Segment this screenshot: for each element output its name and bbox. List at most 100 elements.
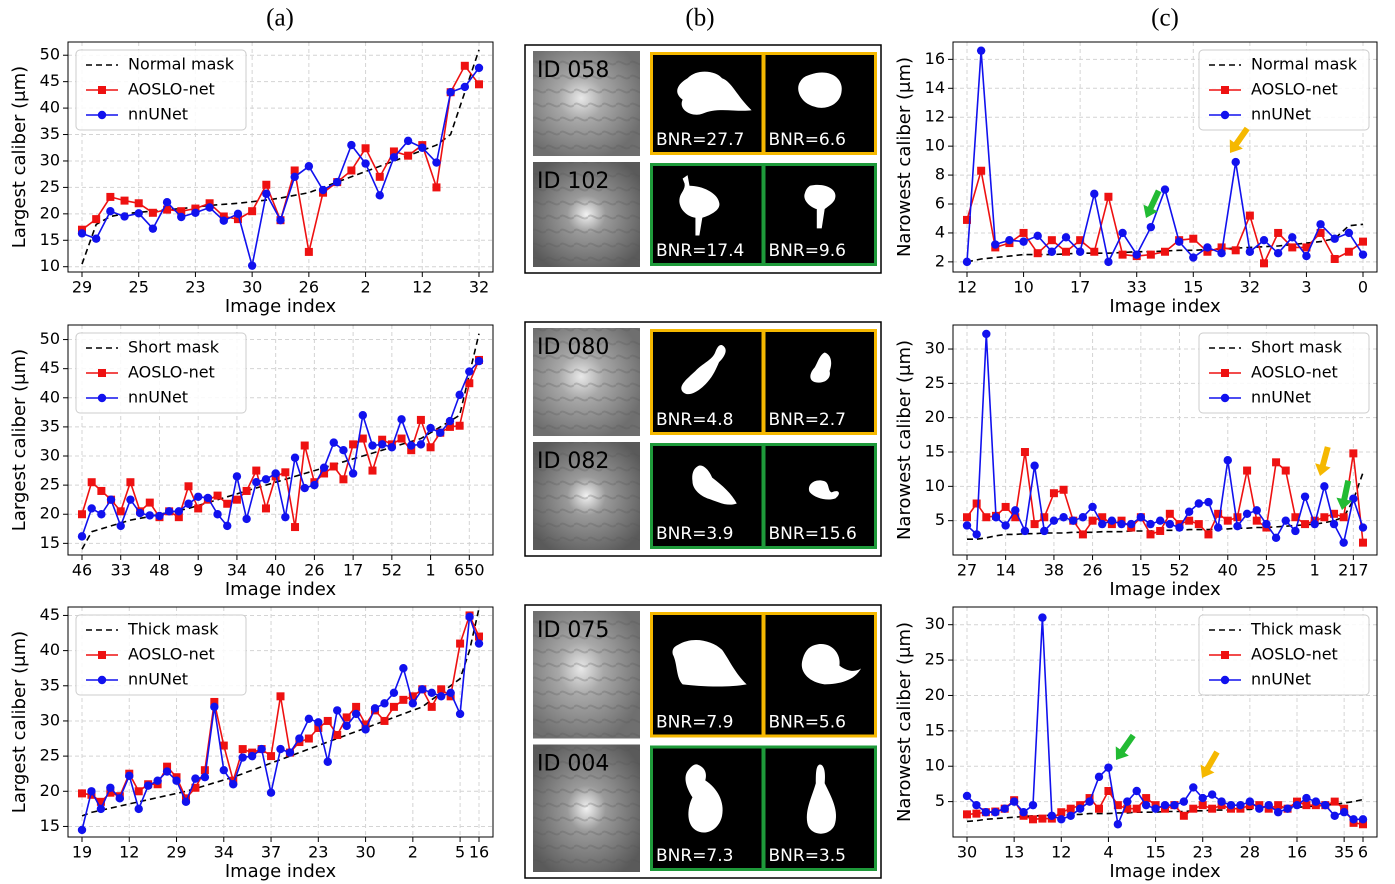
- point: [213, 510, 222, 519]
- point: [106, 495, 116, 504]
- point: [1118, 228, 1127, 238]
- point: [1208, 804, 1217, 813]
- point: [342, 721, 351, 731]
- point: [347, 140, 356, 150]
- point: [1113, 801, 1122, 810]
- point: [1214, 509, 1223, 518]
- point: [436, 428, 445, 437]
- point: [1059, 513, 1068, 522]
- point: [1113, 820, 1123, 829]
- point: [370, 704, 380, 713]
- point: [1028, 800, 1038, 810]
- point: [1194, 520, 1203, 529]
- point: [432, 158, 441, 167]
- arrow: [1229, 126, 1250, 153]
- point: [1165, 519, 1175, 529]
- y-tick-label: 30: [40, 446, 60, 465]
- point: [1203, 247, 1212, 256]
- point: [1359, 237, 1367, 246]
- y-tick-label: 30: [925, 339, 945, 358]
- legend-label: AOSLO-net: [128, 363, 215, 382]
- bnr-label: BNR=4.8: [656, 410, 733, 430]
- point: [77, 229, 87, 238]
- y-tick-label: 25: [40, 475, 60, 494]
- point: [389, 688, 399, 698]
- x-tick-label: 26: [1082, 561, 1102, 580]
- y-tick-label: 45: [40, 71, 60, 90]
- y-tick-label: 25: [925, 650, 945, 669]
- point: [1358, 250, 1368, 259]
- point: [418, 143, 427, 152]
- point: [446, 88, 455, 97]
- point: [991, 808, 1000, 817]
- point: [1001, 502, 1010, 511]
- point: [1330, 811, 1339, 820]
- point: [380, 699, 389, 708]
- point: [174, 513, 183, 522]
- point: [1339, 538, 1348, 547]
- x-tick-label: 1: [1310, 561, 1320, 580]
- y-tick-label: 35: [40, 124, 60, 143]
- point: [403, 136, 413, 146]
- point: [368, 466, 377, 475]
- plot-frame: [952, 41, 1378, 273]
- point: [348, 469, 358, 478]
- point: [1019, 237, 1028, 246]
- point: [1339, 513, 1348, 522]
- point: [1033, 249, 1042, 258]
- point: [387, 443, 397, 452]
- bnr-label: BNR=7.3: [656, 846, 733, 866]
- point: [1011, 513, 1020, 522]
- y-tick-label: 30: [925, 614, 945, 633]
- cell-texture: [533, 744, 640, 872]
- arrow: [1115, 733, 1136, 760]
- x-tick-label: 23: [308, 843, 328, 862]
- point: [408, 699, 418, 708]
- cell-texture: [533, 51, 640, 156]
- point: [184, 482, 193, 491]
- point: [1204, 530, 1213, 539]
- point: [1291, 526, 1300, 536]
- x-tick-label: 15: [1131, 561, 1151, 580]
- point: [213, 491, 222, 500]
- point: [416, 440, 426, 449]
- point: [96, 804, 106, 814]
- point: [1349, 449, 1358, 458]
- point: [116, 521, 125, 531]
- point: [1358, 523, 1368, 532]
- cell-texture: [533, 162, 640, 267]
- point: [1078, 513, 1088, 522]
- y-tick-label: 5: [935, 510, 945, 529]
- panel-label: (a): [266, 5, 294, 32]
- y-tick-label: 50: [40, 329, 60, 348]
- point: [1030, 520, 1039, 529]
- y-tick-label: 5: [935, 791, 945, 810]
- y-tick-label: 45: [40, 358, 60, 377]
- point: [1146, 222, 1156, 232]
- line-chart: 5 10 15 20 25 30 27 14 38 26 15 52 40 25 1 217 Image ind…: [894, 324, 1378, 600]
- y-tick-label: 20: [40, 203, 60, 222]
- point: [389, 702, 398, 711]
- point: [1160, 185, 1170, 194]
- point: [219, 765, 228, 775]
- annotation-arrows: [1115, 126, 1353, 778]
- point: [1038, 814, 1047, 823]
- legend-marker: [1221, 86, 1229, 94]
- point: [200, 766, 209, 775]
- y-axis-label: Largest caliber (μm): [9, 631, 30, 813]
- point: [1132, 804, 1141, 813]
- y-tick-label: 30: [40, 710, 60, 729]
- y-tick-label: 16: [925, 49, 945, 68]
- point: [1090, 247, 1099, 256]
- legend-marker: [97, 675, 107, 685]
- x-tick-label: 25: [129, 278, 149, 297]
- point: [191, 783, 200, 792]
- point: [205, 199, 214, 208]
- y-tick-label: 20: [925, 407, 945, 426]
- point: [219, 216, 228, 225]
- legend-label: Thick mask: [127, 620, 219, 639]
- point: [1271, 533, 1281, 543]
- point: [982, 329, 991, 339]
- point: [1161, 247, 1169, 256]
- point: [375, 172, 384, 181]
